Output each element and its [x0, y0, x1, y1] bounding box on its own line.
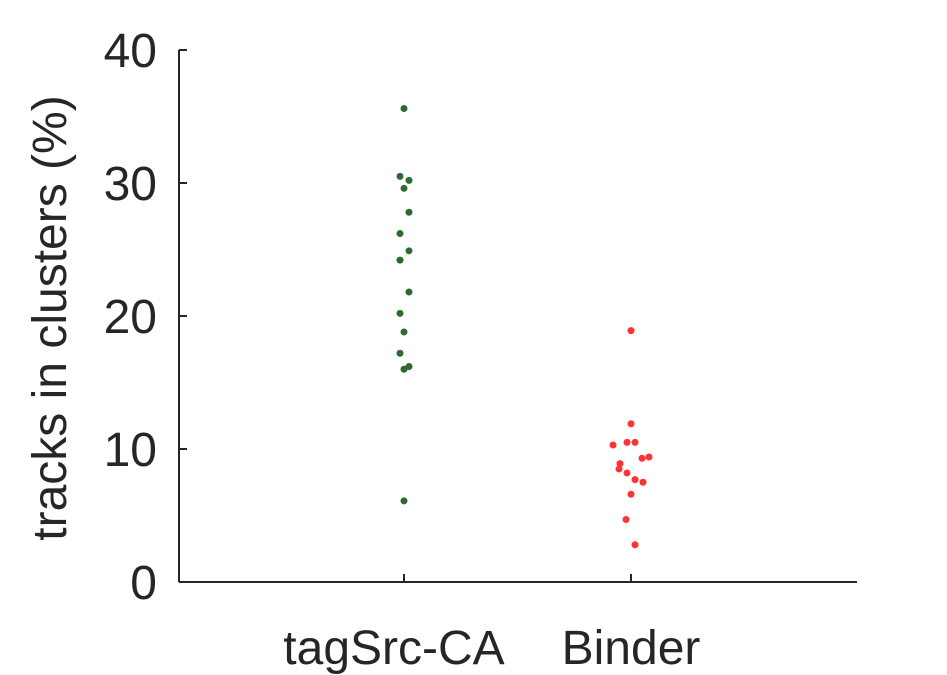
- data-point: [400, 105, 408, 113]
- data-point: [396, 172, 404, 180]
- data-point: [631, 541, 639, 549]
- data-point: [615, 465, 623, 473]
- y-tick-label: 40: [104, 25, 157, 78]
- data-point: [396, 230, 404, 238]
- y-tick-label: 30: [104, 158, 157, 211]
- data-point: [396, 256, 404, 264]
- data-point: [609, 441, 617, 449]
- y-axis-ticks: 0 10 20 30 40: [104, 25, 187, 610]
- data-point: [631, 476, 639, 484]
- data-point: [616, 460, 624, 468]
- data-point: [638, 454, 646, 462]
- y-axis-label: tracks in clusters (%): [24, 95, 77, 540]
- x-tick-label: tagSrc-CA: [283, 622, 504, 675]
- x-axis-ticks: tagSrc-CA Binder: [283, 574, 700, 675]
- axes: [178, 50, 857, 583]
- data-point: [405, 363, 413, 371]
- data-point: [627, 327, 635, 335]
- data-point: [623, 469, 631, 477]
- data-point: [405, 247, 413, 255]
- data-points: [396, 105, 653, 549]
- data-point: [623, 438, 631, 446]
- data-point: [627, 490, 635, 498]
- data-point: [405, 176, 413, 184]
- data-point: [400, 184, 408, 192]
- x-tick-label: Binder: [562, 622, 701, 675]
- y-tick-label: 0: [130, 557, 157, 610]
- data-point: [396, 309, 404, 317]
- data-point: [396, 349, 404, 357]
- data-point: [400, 497, 408, 505]
- data-point: [405, 208, 413, 216]
- data-point: [645, 453, 653, 461]
- data-point: [622, 515, 630, 523]
- data-point: [639, 478, 647, 486]
- data-point: [627, 420, 635, 428]
- y-tick-label: 20: [104, 291, 157, 344]
- data-point: [400, 328, 408, 336]
- data-point: [405, 288, 413, 296]
- data-point: [631, 438, 639, 446]
- y-tick-label: 10: [104, 424, 157, 477]
